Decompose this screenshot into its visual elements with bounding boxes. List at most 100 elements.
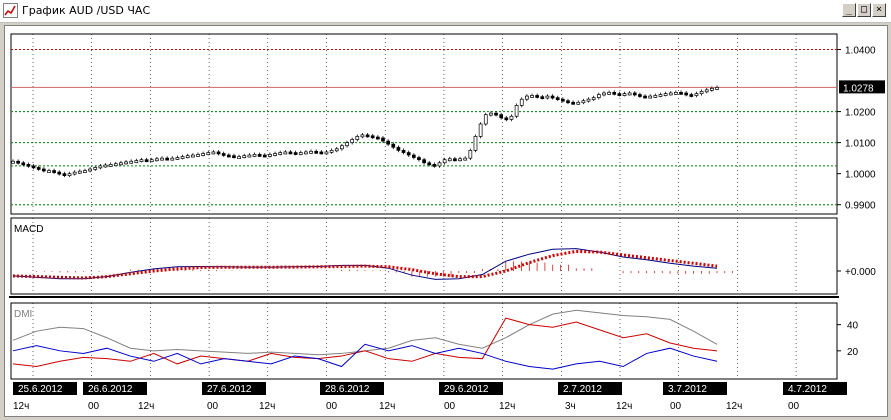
date-box <box>558 382 622 395</box>
candle-body <box>715 87 719 90</box>
candle-body <box>298 152 303 155</box>
title-bar[interactable]: График AUD /USD ЧАС _ □ × <box>0 0 891 23</box>
candle-body <box>535 95 539 98</box>
hour-label: 12ч <box>726 401 742 412</box>
candle-body <box>370 135 375 139</box>
hour-label: 3ч <box>565 401 576 412</box>
candle-body <box>216 151 221 155</box>
date-label: 28.6.2012 <box>325 384 370 395</box>
candle-body <box>694 93 699 96</box>
window-title: График AUD /USD ЧАС <box>22 4 151 17</box>
x-axis: 25.6.2012 26.6.2012 27.6.2012 28.6.2012 29.6… <box>13 382 847 412</box>
candle-body <box>612 91 617 95</box>
candle-body <box>432 163 437 167</box>
candle-body <box>160 157 164 161</box>
candle-body <box>170 157 175 161</box>
candle-body <box>617 93 622 96</box>
candle-body <box>437 162 442 167</box>
candle-body <box>489 112 493 116</box>
candle-body <box>268 154 272 157</box>
candle-body <box>252 154 257 157</box>
current-price-box <box>839 80 885 94</box>
candle-body <box>396 146 401 151</box>
candle-body <box>504 117 509 121</box>
candle-body <box>417 157 421 161</box>
candle-body <box>11 160 15 164</box>
hour-label: 12ч <box>138 401 154 412</box>
candle-body <box>155 158 159 162</box>
y-tick-label: 1.0000 <box>845 170 876 181</box>
hour-label: 00 <box>207 401 219 412</box>
macd-pane <box>10 217 838 295</box>
candle-body <box>175 157 180 160</box>
candle-body <box>93 167 98 170</box>
candle-body <box>180 156 185 159</box>
candle-body <box>288 151 293 155</box>
candle-body <box>566 100 570 104</box>
candle-body <box>360 134 365 138</box>
hour-label: 12ч <box>616 401 632 412</box>
candle-body <box>648 95 653 99</box>
chart-canvas[interactable]: MACD DMI 1.0400 1.0278 1.0200 1.0100 1.0000 0… <box>5 26 887 416</box>
candle-body <box>31 165 36 169</box>
maximize-button[interactable]: □ <box>857 3 871 17</box>
macd-zero-label: +0.000 <box>845 267 876 278</box>
chart-area[interactable]: MACD DMI 1.0400 1.0278 1.0200 1.0100 1.0000 0… <box>4 25 888 417</box>
candle-body <box>699 91 704 94</box>
candle-body <box>571 101 575 105</box>
candle-body <box>638 94 642 97</box>
candle-body <box>478 123 483 137</box>
date-label: 4.7.2012 <box>788 384 827 395</box>
candle-body <box>278 152 283 155</box>
date-label: 2.7.2012 <box>563 384 602 395</box>
candle-body <box>139 159 144 163</box>
hour-label: 00 <box>326 401 338 412</box>
date-label: 25.6.2012 <box>18 384 63 395</box>
candle-body <box>314 150 319 154</box>
candle-body <box>591 97 596 100</box>
candle-body <box>406 152 411 156</box>
candle-body <box>427 162 432 166</box>
candle-body <box>221 153 226 156</box>
candle-body <box>262 154 267 158</box>
candle-body <box>293 152 298 155</box>
candle-body <box>72 171 77 175</box>
candle-body <box>499 114 504 119</box>
candle-body <box>375 136 380 140</box>
candle-body <box>447 158 452 162</box>
candle-body <box>21 162 26 166</box>
price-pane <box>10 33 838 215</box>
candle-body <box>540 96 545 100</box>
candle-body <box>88 168 92 172</box>
candle-body <box>41 168 46 172</box>
candle-body <box>514 105 519 117</box>
candle-body <box>334 148 339 152</box>
candle-body <box>329 150 334 153</box>
candle-body <box>196 154 200 157</box>
candle-body <box>679 91 683 95</box>
y-tick-label: 1.0100 <box>845 139 876 150</box>
dmi-pane <box>10 302 838 380</box>
candle-body <box>643 95 647 99</box>
date-box <box>202 382 266 395</box>
macd-signal-line <box>12 249 718 280</box>
hour-label: 00 <box>444 401 456 412</box>
hour-label: 12ч <box>379 401 395 412</box>
hour-label: 12ч <box>499 401 515 412</box>
candle-body <box>653 95 658 98</box>
candle-body <box>36 167 41 170</box>
candle-body <box>530 95 534 98</box>
hour-label: 12ч <box>259 401 275 412</box>
candle-body <box>607 91 611 95</box>
date-box <box>320 382 384 395</box>
candle-body <box>324 151 329 155</box>
candle-body <box>473 136 478 151</box>
candle-body <box>247 154 252 158</box>
candle-body <box>622 93 627 96</box>
candle-body <box>144 159 149 163</box>
minimize-button[interactable]: _ <box>842 3 856 17</box>
macd-layer: +0.000 <box>12 248 876 280</box>
candle-body <box>658 94 663 97</box>
close-button[interactable]: × <box>872 3 886 17</box>
candle-body <box>283 151 288 155</box>
